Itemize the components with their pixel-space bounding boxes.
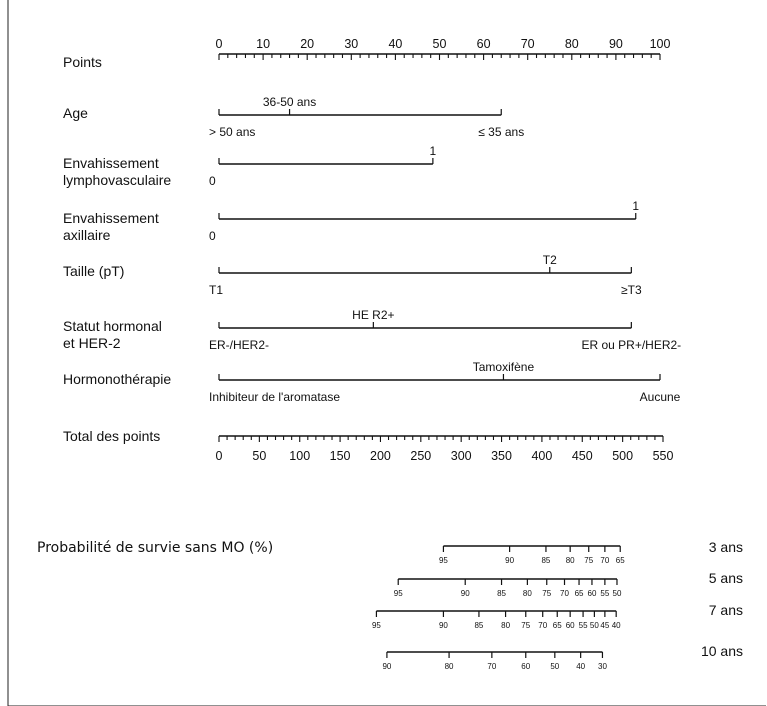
survival-tick-label: 60 xyxy=(566,621,575,630)
axis-tick-label: 550 xyxy=(653,449,674,463)
survival-scale-name: 3 ans xyxy=(709,539,743,555)
survival-tick-label: 45 xyxy=(600,621,609,630)
row-label: Envahissement xyxy=(63,155,159,171)
row-label: Hormonothérapie xyxy=(63,371,171,387)
level-label: ER ou PR+/HER2- xyxy=(581,338,681,352)
level-label: 1 xyxy=(632,199,639,213)
survival-tick-label: 90 xyxy=(382,662,391,671)
survival-scale-name: 10 ans xyxy=(701,643,743,659)
axis-tick-label: 50 xyxy=(433,37,447,51)
axis-tick-label: 400 xyxy=(531,449,552,463)
level-label: T2 xyxy=(543,253,557,267)
axis-tick-label: 500 xyxy=(612,449,633,463)
survival-tick-label: 70 xyxy=(487,662,496,671)
survival-tick-label: 65 xyxy=(553,621,562,630)
survival-tick-label: 80 xyxy=(566,556,575,565)
axis-tick-label: 450 xyxy=(572,449,593,463)
level-label: ≥T3 xyxy=(621,283,642,297)
level-label: > 50 ans xyxy=(209,125,255,139)
survival-tick-label: 55 xyxy=(600,589,609,598)
survival-tick-label: 65 xyxy=(575,589,584,598)
level-label: T1 xyxy=(209,283,223,297)
row-label: et HER-2 xyxy=(63,335,121,351)
survival-tick-label: 55 xyxy=(579,621,588,630)
axis-tick-label: 10 xyxy=(256,37,270,51)
row-label: axillaire xyxy=(63,227,111,243)
survival-tick-label: 50 xyxy=(590,621,599,630)
axis-tick-label: 0 xyxy=(216,449,223,463)
survival-tick-label: 80 xyxy=(523,589,532,598)
axis-tick-label: 100 xyxy=(650,37,671,51)
survival-tick-label: 80 xyxy=(501,621,510,630)
survival-tick-label: 40 xyxy=(576,662,585,671)
axis-tick-label: 350 xyxy=(491,449,512,463)
survival-tick-label: 90 xyxy=(461,589,470,598)
axis-tick-label: 0 xyxy=(216,37,223,51)
level-label: 0 xyxy=(209,229,216,243)
survival-tick-label: 85 xyxy=(541,556,550,565)
level-label: 0 xyxy=(209,174,216,188)
survival-tick-label: 50 xyxy=(613,589,622,598)
level-label: 1 xyxy=(430,144,437,158)
axis-tick-label: 50 xyxy=(252,449,266,463)
row-label: Total des points xyxy=(63,428,160,444)
level-label: ER-/HER2- xyxy=(209,338,269,352)
axis-tick-label: 300 xyxy=(451,449,472,463)
survival-scale-name: 5 ans xyxy=(709,570,743,586)
axis-tick-label: 200 xyxy=(370,449,391,463)
survival-tick-label: 60 xyxy=(588,589,597,598)
row-label: Points xyxy=(63,54,102,70)
survival-tick-label: 95 xyxy=(439,556,448,565)
survival-tick-label: 95 xyxy=(372,621,381,630)
level-label: HE R2+ xyxy=(352,308,394,322)
survival-tick-label: 50 xyxy=(550,662,559,671)
level-label: Tamoxifène xyxy=(473,360,535,374)
survival-tick-label: 75 xyxy=(521,621,530,630)
axis-tick-label: 90 xyxy=(609,37,623,51)
row-label: Envahissement xyxy=(63,210,159,226)
axis-tick-label: 100 xyxy=(289,449,310,463)
survival-tick-label: 85 xyxy=(474,621,483,630)
survival-tick-label: 70 xyxy=(538,621,547,630)
survival-tick-label: 70 xyxy=(600,556,609,565)
survival-scale-name: 7 ans xyxy=(709,602,743,618)
level-label: Aucune xyxy=(640,390,681,404)
level-label: Inhibiteur de l'aromatase xyxy=(209,390,340,404)
survival-tick-label: 80 xyxy=(445,662,454,671)
axis-tick-label: 60 xyxy=(477,37,491,51)
row-label: Age xyxy=(63,105,88,121)
survival-tick-label: 30 xyxy=(598,662,607,671)
survival-tick-label: 75 xyxy=(542,589,551,598)
axis-tick-label: 150 xyxy=(330,449,351,463)
axis-tick-label: 30 xyxy=(344,37,358,51)
axis-tick-label: 40 xyxy=(388,37,402,51)
row-label: Taille (pT) xyxy=(63,263,124,279)
survival-tick-label: 95 xyxy=(394,589,403,598)
axis-tick-label: 250 xyxy=(410,449,431,463)
survival-tick-label: 70 xyxy=(560,589,569,598)
axis-tick-label: 20 xyxy=(300,37,314,51)
survival-tick-label: 40 xyxy=(612,621,621,630)
survival-tick-label: 90 xyxy=(505,556,514,565)
row-label: Statut hormonal xyxy=(63,318,162,334)
survival-tick-label: 65 xyxy=(616,556,625,565)
level-label: 36-50 ans xyxy=(263,95,316,109)
axis-tick-label: 70 xyxy=(521,37,535,51)
survival-tick-label: 75 xyxy=(584,556,593,565)
level-label: ≤ 35 ans xyxy=(478,125,524,139)
row-label: lymphovasculaire xyxy=(63,172,171,188)
survival-tick-label: 60 xyxy=(521,662,530,671)
survival-title: Probabilité de survie sans MO (%) xyxy=(37,540,273,556)
survival-tick-label: 90 xyxy=(439,621,448,630)
axis-tick-label: 80 xyxy=(565,37,579,51)
survival-tick-label: 85 xyxy=(497,589,506,598)
